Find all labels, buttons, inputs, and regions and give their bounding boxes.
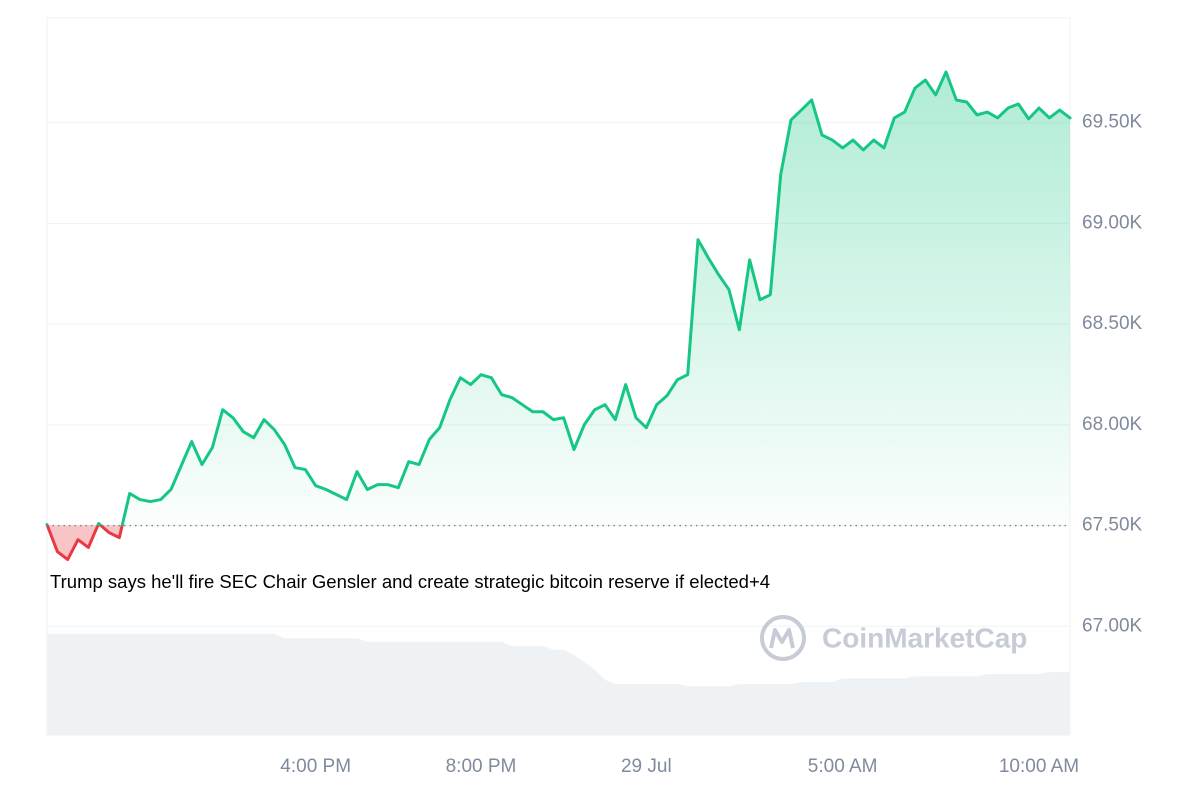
x-tick-label: 29 Jul xyxy=(621,756,672,777)
watermark-text: CoinMarketCap xyxy=(822,622,1027,653)
y-tick-label: 67.50K xyxy=(1082,515,1143,536)
price-area xyxy=(47,71,1070,560)
watermark-logo xyxy=(760,615,806,661)
annotation: Trump says he'll fire SEC Chair Gensler … xyxy=(50,571,770,592)
y-tick-label: 69.00K xyxy=(1082,212,1143,233)
x-tick-label: 5:00 AM xyxy=(808,756,878,777)
y-tick-label: 67.00K xyxy=(1082,615,1143,636)
watermark: CoinMarketCap xyxy=(760,615,1027,661)
y-tick-label: 69.50K xyxy=(1082,112,1143,133)
x-tick-label: 10:00 AM xyxy=(999,756,1079,777)
x-tick-label: 8:00 PM xyxy=(446,756,517,777)
watermark-logo-mark xyxy=(769,628,795,649)
price-line xyxy=(45,70,1072,562)
x-tick-label: 4:00 PM xyxy=(280,756,351,777)
volume-area xyxy=(47,633,1070,735)
y-tick-label: 68.00K xyxy=(1082,414,1143,435)
y-tick-label: 68.50K xyxy=(1082,313,1143,334)
